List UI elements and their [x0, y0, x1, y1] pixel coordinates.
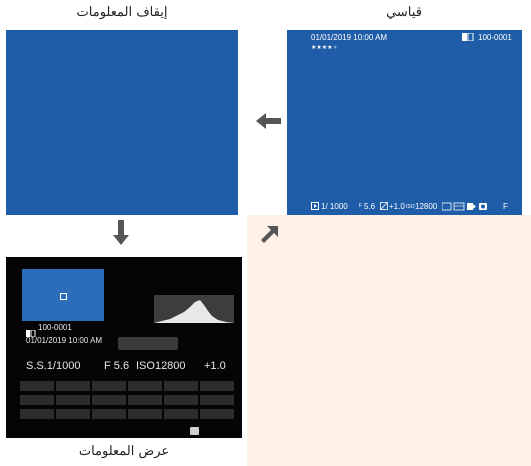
setting-cell — [200, 381, 234, 391]
setting-cell — [164, 381, 198, 391]
setting-cell — [200, 409, 234, 419]
iso-prefix: ISO — [406, 204, 415, 210]
standard-screen: 01/01/2019 10:00 AM 100-0001 ★★★★★ 1/ 10… — [287, 30, 522, 215]
shutter-speed: 1/ 1000 — [321, 202, 348, 211]
shutter-speed: S.S.1/1000 — [26, 360, 81, 372]
empty-region — [247, 215, 531, 466]
arrow-down-icon — [112, 220, 130, 246]
setting-cell — [92, 381, 126, 391]
datetime-text: 01/01/2019 10:00 AM — [26, 336, 103, 345]
histogram — [154, 295, 234, 323]
aperture-prefix: F — [359, 203, 363, 209]
iso-value: 12800 — [415, 202, 438, 211]
film-sim-f: F — [503, 202, 508, 211]
arrow-diagonal-up-right-icon — [259, 225, 279, 245]
setting-cell — [200, 395, 234, 405]
playback-icon — [311, 202, 319, 210]
label-info-off: إيقاف المعلومات — [76, 5, 168, 20]
focus-frame-icon — [60, 293, 67, 300]
exposure-comp-value: +1.0 — [389, 202, 405, 211]
setting-cell — [56, 395, 90, 405]
label-info-display: عرض المعلومات — [78, 444, 170, 459]
arrow-left-icon — [256, 112, 282, 130]
status-icons — [441, 202, 494, 211]
settings-grid — [20, 381, 234, 421]
setting-cell — [128, 395, 162, 405]
setting-cell — [128, 381, 162, 391]
datetime-text: 01/01/2019 10:00 AM — [311, 33, 388, 42]
info-display-screen: 100-0001 01/01/2019 10:00 AM S.S.1/1000 … — [6, 257, 242, 438]
card-slot-icon — [26, 324, 36, 338]
setting-cell — [164, 395, 198, 405]
info-off-screen — [6, 30, 238, 215]
label-standard: قياسي — [386, 5, 422, 20]
setting-cell — [20, 381, 54, 391]
exposure-comp-icon — [380, 202, 388, 210]
aperture-value: 5.6 — [364, 202, 376, 211]
setting-cell — [128, 409, 162, 419]
file-number: 100-0001 — [478, 33, 512, 42]
setting-cell — [92, 409, 126, 419]
aperture-value: F 5.6 — [104, 360, 130, 372]
image-thumbnail — [22, 269, 104, 321]
setting-cell — [56, 409, 90, 419]
iso-value: ISO12800 — [136, 360, 186, 372]
rating-stars: ★★★★★ — [311, 44, 338, 51]
setting-cell — [164, 409, 198, 419]
setting-cell — [20, 395, 54, 405]
setting-badge — [118, 337, 178, 350]
setting-cell — [20, 409, 54, 419]
setting-cell — [92, 395, 126, 405]
page-button-icon — [190, 427, 199, 435]
setting-cell — [56, 381, 90, 391]
file-number: 100-0001 — [38, 323, 72, 332]
exposure-comp-value: +1.0 — [204, 360, 226, 372]
card-slot-icon — [462, 32, 474, 42]
